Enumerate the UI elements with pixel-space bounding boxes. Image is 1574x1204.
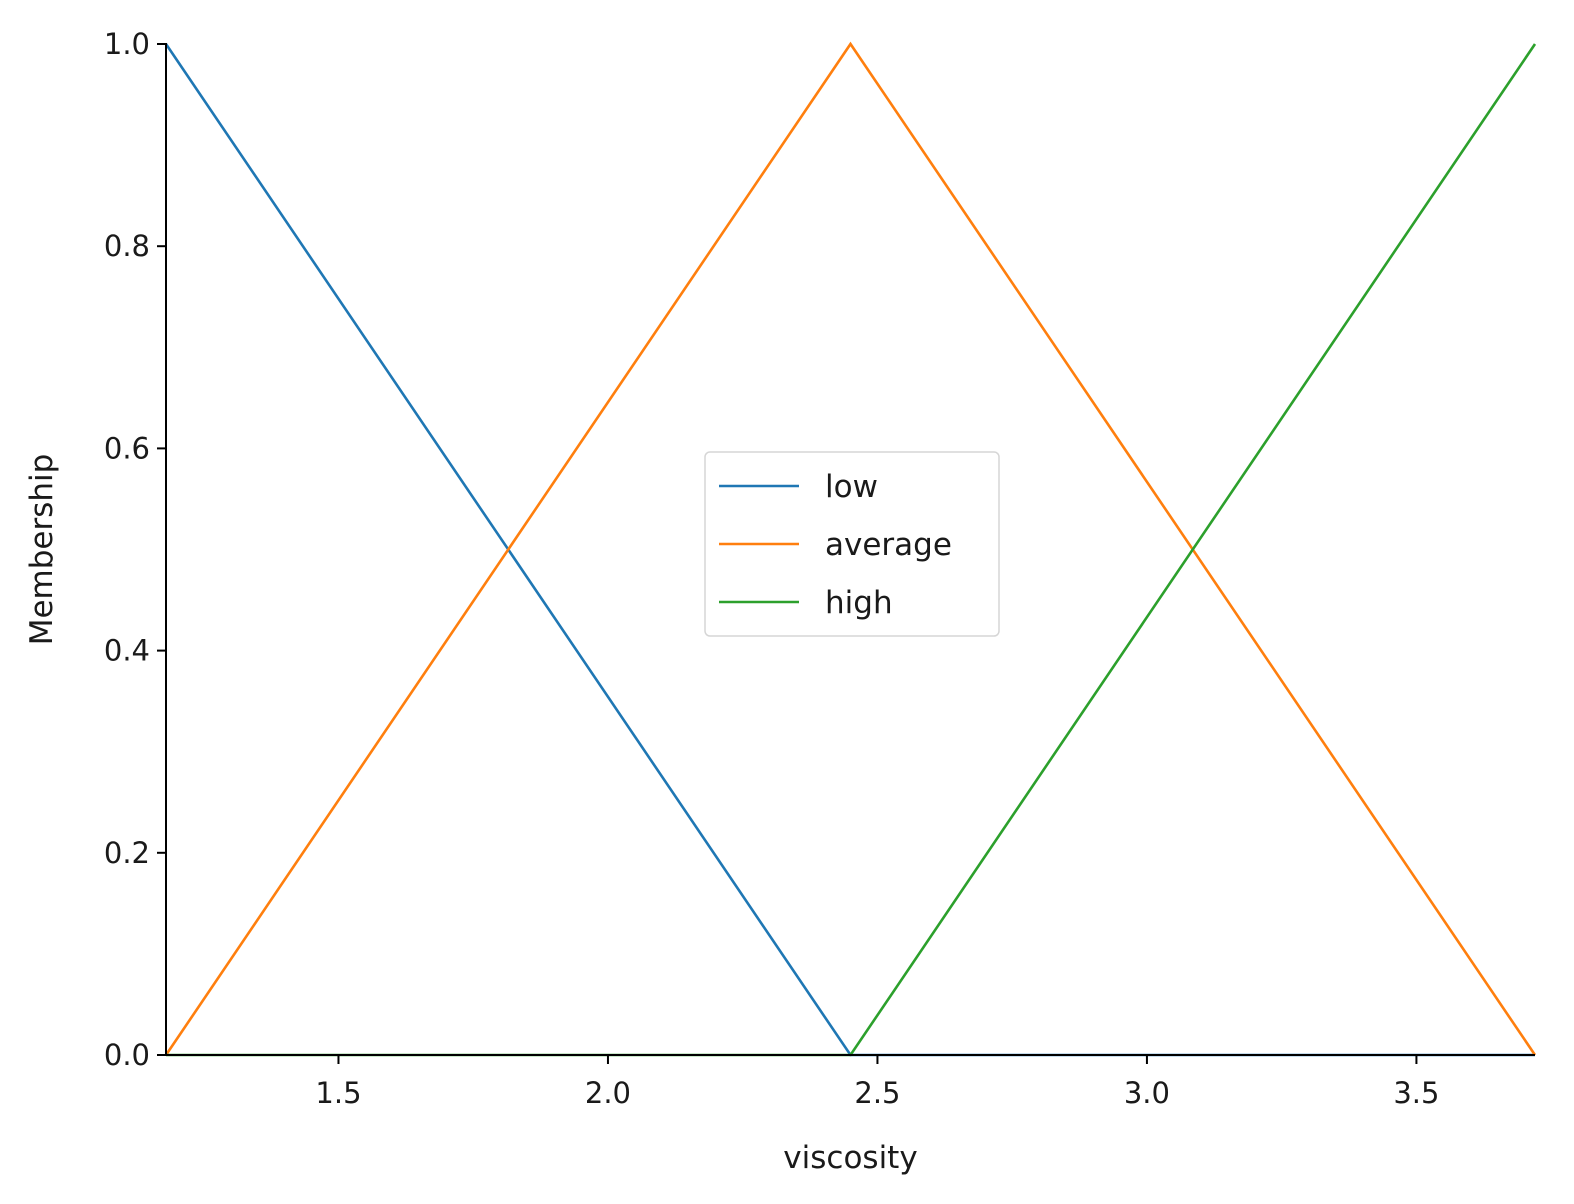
y-ticks: 0.0 0.2 0.4 0.6 0.8 1.0 [104, 27, 166, 1072]
legend-label-high: high [825, 585, 893, 621]
y-tick-label: 1.0 [104, 27, 150, 61]
x-tick-label: 1.5 [315, 1076, 361, 1110]
y-tick-label: 0.0 [104, 1038, 150, 1072]
legend-label-average: average [825, 527, 952, 563]
y-tick-label: 0.6 [104, 431, 150, 465]
axes [165, 43, 1535, 1056]
legend-frame [704, 451, 1000, 637]
y-tick-label: 0.2 [104, 836, 150, 870]
y-axis-label: Membership [24, 454, 60, 646]
legend-label-low: low [825, 469, 878, 505]
x-tick-label: 3.0 [1124, 1076, 1170, 1110]
x-axis-label: viscosity [783, 1140, 917, 1176]
x-ticks: 1.5 2.0 2.5 3.0 3.5 [315, 1055, 1439, 1110]
series-line-average [164, 41, 1537, 1056]
x-tick-label: 2.0 [585, 1076, 631, 1110]
legend: low average high [704, 451, 1000, 637]
y-tick-label: 0.8 [104, 229, 150, 263]
x-tick-label: 3.5 [1393, 1076, 1439, 1110]
x-tick-label: 2.5 [854, 1076, 900, 1110]
y-tick-label: 0.4 [104, 634, 150, 668]
